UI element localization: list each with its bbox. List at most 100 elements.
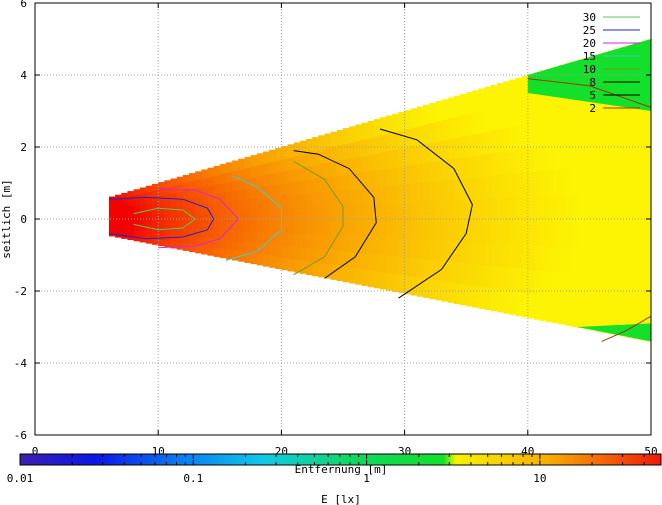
heatmap-cell: [373, 237, 381, 255]
heatmap-cell: [176, 241, 184, 250]
heatmap-cell: [546, 220, 554, 247]
colorbar-tick-label: 0.01: [7, 472, 34, 485]
heatmap-cell: [595, 192, 603, 222]
heatmap-cell: [219, 248, 227, 259]
heatmap-cell: [472, 155, 480, 178]
heatmap-cell: [638, 250, 646, 281]
contour-lines: [108, 78, 651, 342]
heatmap-cell: [386, 202, 393, 221]
heatmap-cell: [373, 119, 381, 137]
heatmap-cell: [225, 239, 233, 250]
heatmap-cell: [497, 105, 504, 130]
heatmap-cell: [170, 240, 178, 249]
heatmap-cell: [546, 144, 554, 171]
heatmap-cell: [250, 209, 258, 221]
heatmap-cell: [139, 225, 147, 232]
heatmap-cell: [152, 214, 159, 221]
heatmap-cell: [373, 152, 381, 171]
heatmap-cell: [361, 236, 369, 254]
heatmap-cell: [287, 220, 295, 234]
heatmap-cell: [497, 128, 504, 153]
heatmap-cell: [219, 182, 227, 193]
heatmap-cell: [466, 134, 473, 157]
heatmap-cell: [269, 184, 276, 198]
heatmap-cell: [256, 209, 264, 221]
heatmap-cell: [607, 220, 615, 250]
heatmap-cell: [416, 144, 424, 164]
heatmap-cell: [330, 190, 338, 207]
heatmap-cell: [127, 215, 135, 221]
heatmap-cell: [145, 220, 153, 227]
heatmap-cell: [595, 303, 603, 332]
heatmap-cell: [349, 251, 356, 268]
heatmap-cell: [324, 162, 332, 178]
heatmap-cell: [115, 194, 122, 200]
heatmap-cell: [416, 106, 424, 127]
heatmap-cell: [250, 241, 258, 254]
heatmap-cell: [546, 195, 554, 221]
heatmap-cell: [398, 129, 406, 149]
heatmap-cell: [521, 124, 529, 149]
heatmap-cell: [121, 201, 128, 208]
heatmap-cell: [127, 205, 135, 212]
heatmap-cell: [133, 199, 141, 206]
heatmap-cell: [306, 233, 313, 248]
heatmap-cell: [293, 194, 301, 208]
heatmap-cell: [361, 187, 369, 205]
heatmap-cell: [299, 220, 307, 235]
heatmap-cell: [108, 220, 116, 225]
heatmap-cell: [478, 110, 486, 134]
heatmap-cell: [515, 196, 523, 221]
heatmap-cell: [564, 194, 572, 221]
heatmap-cell: [256, 197, 264, 210]
heatmap-cell: [540, 295, 547, 321]
heatmap-cell: [398, 220, 406, 239]
heatmap-cell: [343, 266, 350, 283]
heatmap-cell: [219, 173, 227, 184]
heatmap-cell: [139, 214, 147, 221]
heatmap-cell: [349, 220, 356, 237]
heatmap-cell: [577, 166, 584, 195]
heatmap-cell: [620, 104, 627, 135]
heatmap-cell: [435, 140, 443, 162]
heatmap-cell: [466, 113, 473, 136]
heatmap-cell: [564, 272, 572, 300]
heatmap-cell: [386, 115, 393, 134]
heatmap-cell: [115, 211, 122, 217]
heatmap-cell: [392, 273, 400, 292]
heatmap-cell: [595, 165, 603, 194]
heatmap-cell: [570, 167, 578, 195]
heatmap-cell: [244, 177, 252, 190]
heatmap-cell: [626, 307, 634, 338]
heatmap-cell: [262, 151, 270, 164]
heatmap-cell: [626, 103, 634, 134]
heatmap-cell: [355, 236, 363, 253]
heatmap-cell: [287, 245, 295, 259]
heatmap-cell: [632, 249, 640, 281]
heatmap-cell: [287, 194, 295, 209]
heatmap-cell: [626, 278, 634, 309]
heatmap-cell: [552, 271, 560, 298]
heatmap-cell: [478, 264, 486, 287]
heatmap-cell: [201, 237, 209, 247]
heatmap-cell: [478, 286, 486, 309]
heatmap-cell: [509, 102, 517, 128]
heatmap-cell: [552, 92, 560, 119]
heatmap-cell: [466, 156, 473, 179]
heatmap-cell: [626, 191, 634, 222]
heatmap-cell: [176, 198, 184, 207]
heatmap-cell: [497, 151, 504, 176]
heatmap-cell: [478, 88, 486, 112]
heatmap-cell: [115, 198, 122, 204]
contour-line-2: [601, 315, 651, 342]
heatmap-cell: [392, 220, 400, 239]
heatmap-cell: [441, 220, 449, 242]
heatmap-cell: [115, 203, 122, 208]
heatmap-cell: [398, 166, 406, 185]
heatmap-cell: [121, 211, 128, 217]
heatmap-cell: [324, 133, 332, 149]
heatmap-cell: [490, 242, 498, 267]
heatmap-cell: [139, 209, 147, 216]
heatmap-cell: [306, 138, 313, 154]
heatmap-cell: [318, 248, 326, 264]
